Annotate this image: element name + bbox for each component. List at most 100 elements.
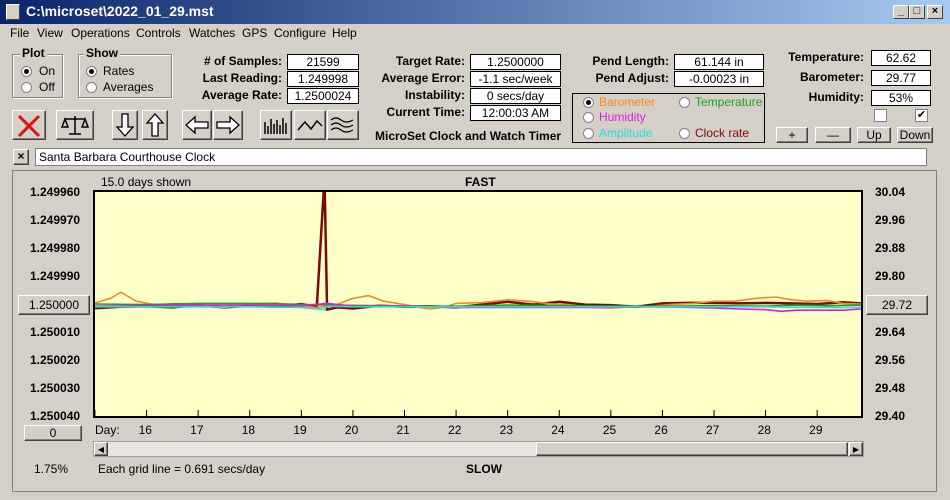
samples-label: # of Samples: bbox=[203, 54, 282, 68]
plot-group-title: Plot bbox=[20, 46, 47, 60]
right-tick-label: 29.80 bbox=[875, 269, 906, 283]
show-rates-radio[interactable] bbox=[86, 66, 97, 77]
menu-bar: File View Operations Controls Watches GP… bbox=[0, 24, 950, 42]
temperature-label: Temperature: bbox=[788, 50, 864, 64]
bars-view-button[interactable] bbox=[260, 110, 292, 140]
clock-name-input[interactable]: Santa Barbara Courthouse Clock bbox=[35, 148, 927, 166]
scroll-left-button[interactable]: ◀ bbox=[94, 442, 108, 456]
x-tick-label: 24 bbox=[551, 423, 565, 437]
sensor-amplitude-label: Amplitude bbox=[599, 126, 653, 140]
samples-value: 21599 bbox=[287, 54, 359, 70]
env-check-1[interactable] bbox=[874, 109, 887, 122]
stop-button[interactable] bbox=[12, 110, 46, 140]
right-tick-label: 29.64 bbox=[875, 325, 906, 339]
up-button[interactable]: Up bbox=[857, 127, 891, 143]
right-tick-label: 29.88 bbox=[875, 241, 906, 255]
grid-note: Each grid line = 0.691 secs/day bbox=[98, 462, 266, 476]
x-tick-label: 16 bbox=[138, 423, 152, 437]
app-caption: MicroSet Clock and Watch Timer bbox=[375, 129, 562, 143]
sensor-clockrate-radio[interactable] bbox=[679, 128, 690, 139]
sensor-barometer-radio[interactable] bbox=[583, 97, 594, 108]
left-tick-label: 1.250020 bbox=[30, 353, 81, 367]
right-center-button[interactable]: 29.72 bbox=[866, 295, 928, 315]
env-check-2[interactable]: ✔ bbox=[915, 109, 928, 122]
target-rate-value[interactable]: 1.2500000 bbox=[470, 54, 561, 70]
plot-group bbox=[12, 54, 63, 98]
average-error-label: Average Error: bbox=[381, 71, 465, 85]
pend-length-value: 61.144 in bbox=[674, 54, 764, 70]
line-view-button[interactable] bbox=[294, 110, 326, 140]
show-averages-radio[interactable] bbox=[86, 82, 97, 93]
pend-adjust-value: -0.00023 in bbox=[674, 71, 764, 87]
scroll-right-button[interactable]: ▶ bbox=[849, 442, 863, 456]
clear-name-button[interactable]: × bbox=[13, 149, 29, 165]
sensor-amplitude-radio[interactable] bbox=[583, 128, 594, 139]
menu-help[interactable]: Help bbox=[332, 26, 357, 40]
average-rate-label: Average Rate: bbox=[201, 88, 282, 102]
target-rate-label: Target Rate: bbox=[395, 54, 465, 68]
plot-off-label: Off bbox=[39, 80, 55, 94]
minus-button[interactable]: — bbox=[815, 127, 851, 143]
up-arrow-button[interactable] bbox=[142, 110, 168, 140]
right-tick-label: 30.04 bbox=[875, 185, 906, 199]
scroll-thumb[interactable] bbox=[536, 442, 848, 456]
right-tick-label: 29.40 bbox=[875, 409, 906, 423]
barometer-label: Barometer: bbox=[799, 70, 864, 84]
wave-icon bbox=[330, 117, 354, 133]
plot-on-radio[interactable] bbox=[21, 66, 32, 77]
left-tick-label: 1.249990 bbox=[30, 269, 81, 283]
x-tick-label: 17 bbox=[190, 423, 204, 437]
menu-gps[interactable]: GPS bbox=[242, 26, 268, 40]
sensor-temperature-radio[interactable] bbox=[679, 97, 690, 108]
plus-button[interactable]: + bbox=[776, 127, 808, 143]
left-tick-label: 1.249970 bbox=[30, 213, 81, 227]
arrow-left-icon bbox=[185, 115, 209, 135]
arrow-down-icon bbox=[115, 113, 135, 137]
x-tick-label: 29 bbox=[809, 423, 823, 437]
x-tick-label: 26 bbox=[654, 423, 668, 437]
show-group-title: Show bbox=[84, 46, 120, 60]
wave-view-button[interactable] bbox=[327, 110, 359, 140]
menu-operations[interactable]: Operations bbox=[71, 26, 130, 40]
x-tick-label: 28 bbox=[757, 423, 771, 437]
menu-file[interactable]: File bbox=[10, 26, 30, 40]
plot-on-label: On bbox=[39, 64, 56, 78]
close-window-button[interactable]: × bbox=[927, 5, 943, 19]
temperature-value: 62.62 bbox=[871, 50, 931, 66]
x-tick-label: 22 bbox=[448, 423, 462, 437]
right-arrow-button[interactable] bbox=[213, 110, 243, 140]
pend-adjust-label: Pend Adjust: bbox=[595, 71, 669, 85]
sensor-humidity-label: Humidity bbox=[599, 110, 646, 124]
menu-watches[interactable]: Watches bbox=[189, 26, 236, 40]
series-line-4 bbox=[95, 305, 861, 311]
line-graph-icon bbox=[297, 119, 323, 131]
left-tick-label: 1.249960 bbox=[30, 185, 81, 199]
sensor-clockrate-label: Clock rate bbox=[695, 126, 750, 140]
x-tick-label: 27 bbox=[705, 423, 720, 437]
percent-readout: 1.75% bbox=[34, 462, 69, 476]
menu-view[interactable]: View bbox=[37, 26, 63, 40]
down-button[interactable]: Down bbox=[897, 127, 933, 143]
maximize-button[interactable]: □ bbox=[909, 5, 925, 19]
left-center-button[interactable]: 1.250000 bbox=[18, 295, 90, 315]
horizontal-scrollbar[interactable]: ◀ ▶ bbox=[93, 441, 864, 457]
x-tick-label: 25 bbox=[602, 423, 617, 437]
chart-frame bbox=[12, 170, 937, 492]
fast-label: FAST bbox=[465, 175, 496, 189]
x-tick-label: 21 bbox=[396, 423, 410, 437]
plot-off-radio[interactable] bbox=[21, 82, 32, 93]
balance-button[interactable] bbox=[56, 110, 94, 140]
show-group bbox=[78, 54, 172, 98]
slow-label: SLOW bbox=[466, 462, 502, 476]
average-rate-value: 1.2500024 bbox=[287, 88, 359, 104]
minimize-button[interactable]: _ bbox=[893, 5, 909, 19]
left-arrow-button[interactable] bbox=[182, 110, 212, 140]
menu-controls[interactable]: Controls bbox=[136, 26, 181, 40]
down-arrow-button[interactable] bbox=[112, 110, 138, 140]
pend-length-label: Pend Length: bbox=[592, 54, 669, 68]
zero-button[interactable]: 0 bbox=[24, 425, 82, 441]
menu-configure[interactable]: Configure bbox=[274, 26, 327, 40]
bar-graph-icon bbox=[264, 118, 287, 134]
sensor-humidity-radio[interactable] bbox=[583, 112, 594, 123]
instability-value: 0 secs/day bbox=[470, 88, 561, 104]
